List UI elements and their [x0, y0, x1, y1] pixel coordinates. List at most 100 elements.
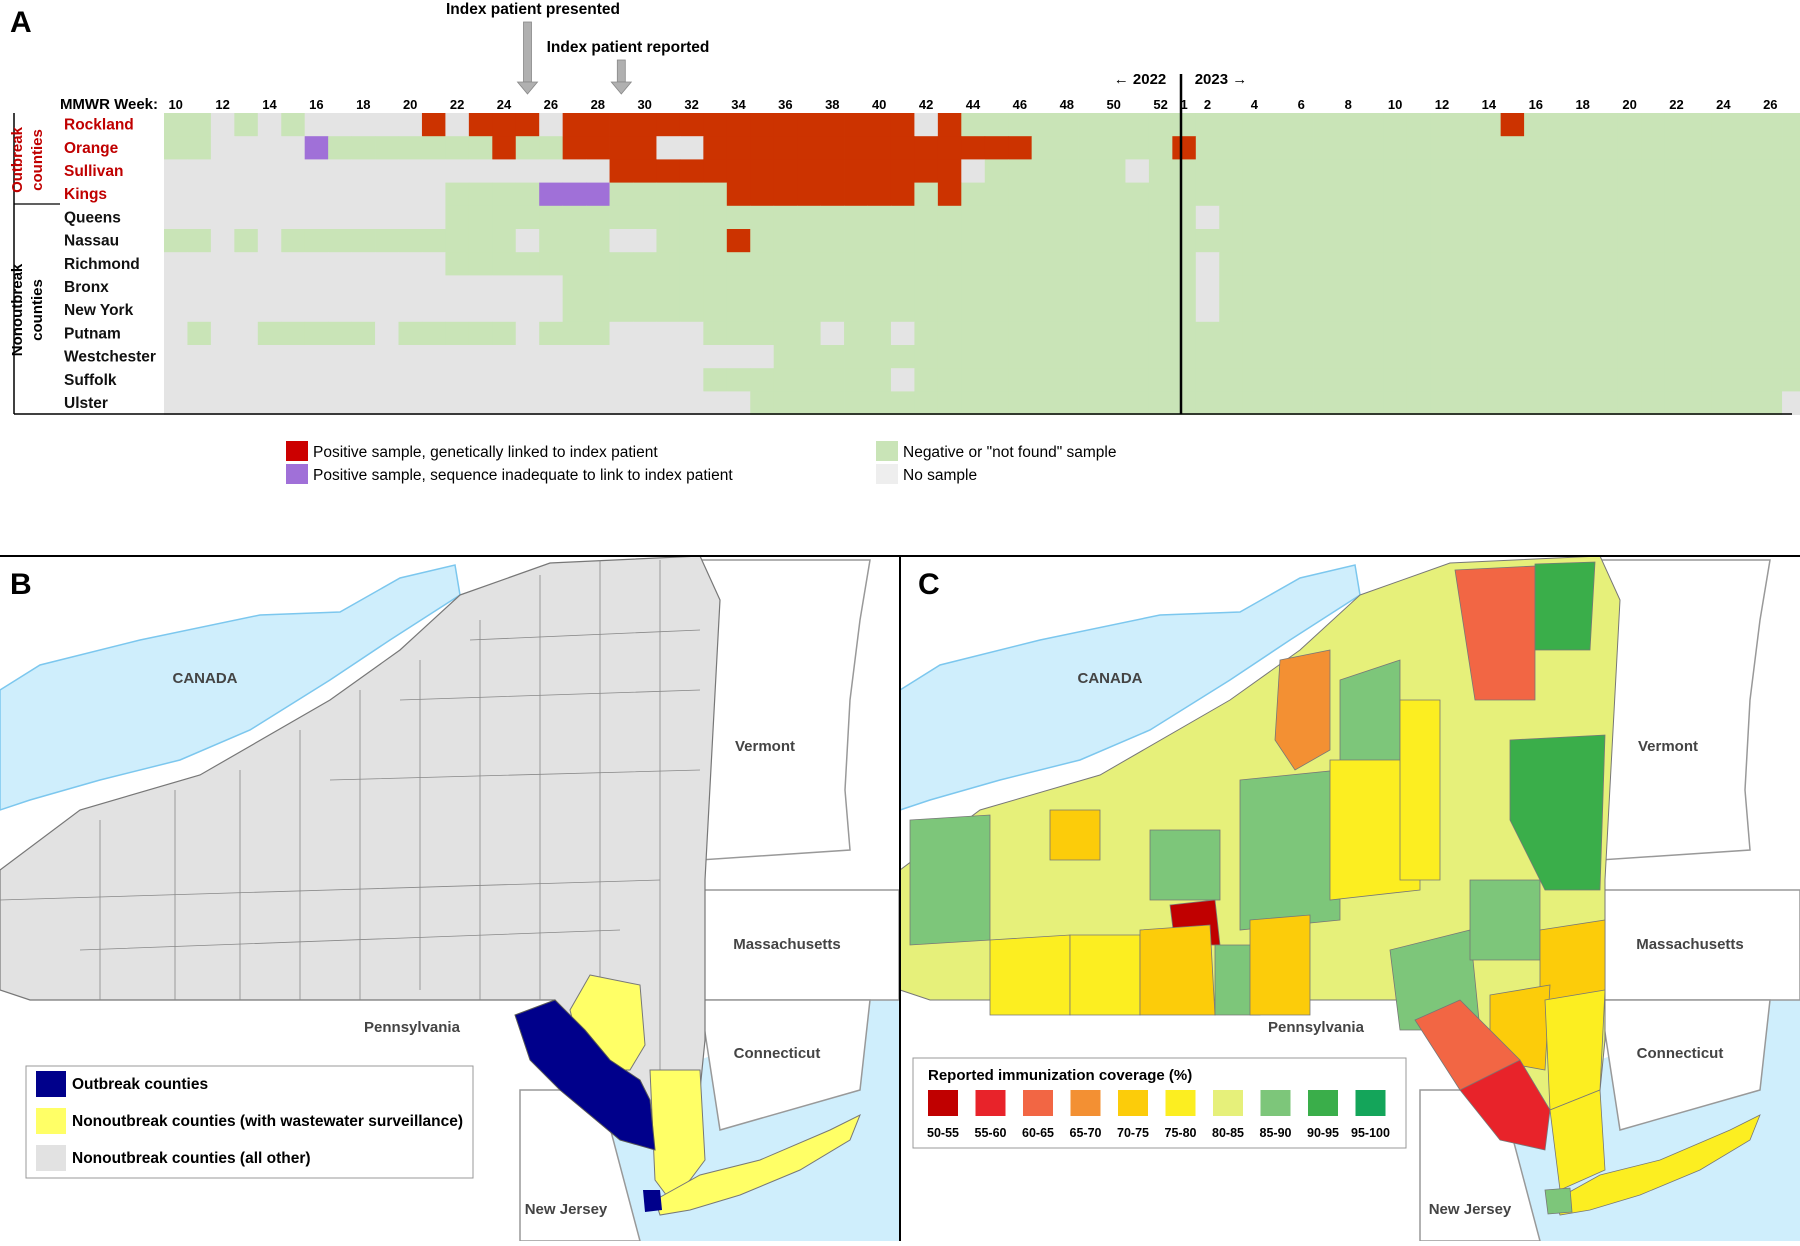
nonoutbreak-group-label: Nonoutbreak counties [9, 263, 46, 356]
heat-cell [1008, 229, 1033, 253]
heat-cell [1125, 298, 1150, 323]
heat-cell [1195, 275, 1220, 299]
heat-cell [1242, 321, 1267, 346]
heat-cell [1758, 136, 1783, 160]
heat-cell [1477, 159, 1502, 183]
heat-cell [398, 113, 423, 137]
heat-cell [633, 345, 657, 369]
heat-cell [1406, 252, 1431, 276]
heat-cell [1500, 252, 1525, 276]
heat-cell [914, 321, 939, 346]
heat-cell [797, 205, 821, 230]
heat-cell [445, 159, 470, 183]
heat-cell [609, 345, 634, 369]
heat-cell [515, 205, 540, 230]
heat-cell [1219, 113, 1244, 137]
heat-cell [210, 229, 235, 253]
heat-cell [351, 298, 376, 323]
heat-cell [1055, 368, 1079, 392]
heat-cell [1313, 229, 1337, 253]
heat-cell [1430, 321, 1455, 346]
panel-a: A Index patient presented Index patient … [9, 1, 1800, 484]
heat-cell [445, 321, 470, 346]
heat-cell [1758, 275, 1783, 299]
heat-cell [1242, 391, 1267, 415]
heat-cell [750, 205, 775, 230]
heat-cell [984, 136, 1009, 160]
heat-cell [867, 321, 892, 346]
heat-cell [1524, 275, 1548, 299]
heat-cell [257, 298, 282, 323]
heat-cell [351, 368, 376, 392]
heat-cell [187, 298, 212, 323]
heat-cell [867, 182, 892, 207]
heat-cell [1359, 136, 1384, 160]
heat-cell [750, 159, 775, 183]
heat-cell [586, 113, 610, 137]
label-connecticut-b: Connecticut [734, 1045, 821, 1062]
heat-cell [468, 113, 493, 137]
heat-cell [844, 345, 868, 369]
heat-cell [398, 321, 423, 346]
heat-cell [1266, 136, 1290, 160]
x-tick-label: 24 [1716, 97, 1731, 112]
heat-cell [1125, 275, 1150, 299]
heat-cell [1594, 159, 1619, 183]
heat-cell [679, 368, 704, 392]
heat-cell [1688, 391, 1713, 415]
heat-cell [867, 159, 892, 183]
heat-cell [1336, 252, 1361, 276]
heat-cell [1125, 391, 1150, 415]
heat-cell [726, 391, 751, 415]
heat-cell [773, 321, 798, 346]
heat-cell [1782, 391, 1800, 415]
heat-cell [1594, 345, 1619, 369]
heat-cell [210, 391, 235, 415]
x-tick-label: 22 [1669, 97, 1683, 112]
x-tick-label: 26 [544, 97, 558, 112]
heat-cell [1735, 275, 1759, 299]
heat-cell [539, 205, 564, 230]
heat-cell [656, 345, 681, 369]
heat-cell [1664, 182, 1689, 207]
year-2022-label: ← 2022 [1114, 71, 1167, 88]
heat-cell [304, 182, 329, 207]
county-label: Suffolk [64, 372, 117, 389]
heat-cell [656, 252, 681, 276]
heat-cell [468, 345, 493, 369]
heat-cell [164, 182, 188, 207]
heat-cell [1641, 182, 1666, 207]
coverage-regions [909, 561, 1761, 1216]
heat-cell [1172, 229, 1197, 253]
heat-cell [937, 205, 962, 230]
heat-cell [984, 275, 1009, 299]
heat-cell [375, 275, 399, 299]
x-tick-label: 4 [1251, 97, 1259, 112]
heat-cell [844, 136, 868, 160]
heat-cell [609, 391, 634, 415]
heat-cell [351, 275, 376, 299]
heat-cell [1031, 298, 1056, 323]
heat-cell [164, 321, 188, 346]
heat-cell [539, 229, 564, 253]
heat-cell [1383, 113, 1408, 137]
heat-cell [1758, 368, 1783, 392]
heat-cell [844, 298, 868, 323]
heat-cell [398, 136, 423, 160]
heat-cell [1148, 298, 1173, 323]
heat-cell [1078, 159, 1103, 183]
heat-cell [492, 368, 517, 392]
heat-cell [1219, 391, 1244, 415]
heat-cell [375, 321, 399, 346]
heat-cell [1477, 136, 1502, 160]
heat-cell [1266, 321, 1290, 346]
heat-cell [281, 229, 306, 253]
heat-cell [750, 345, 775, 369]
heat-cell [1336, 159, 1361, 183]
heat-cell [1336, 368, 1361, 392]
heat-cell [1617, 229, 1642, 253]
heat-cell [1594, 113, 1619, 137]
heat-cell [562, 321, 587, 346]
heat-cell [984, 159, 1009, 183]
heat-cell [797, 182, 821, 207]
